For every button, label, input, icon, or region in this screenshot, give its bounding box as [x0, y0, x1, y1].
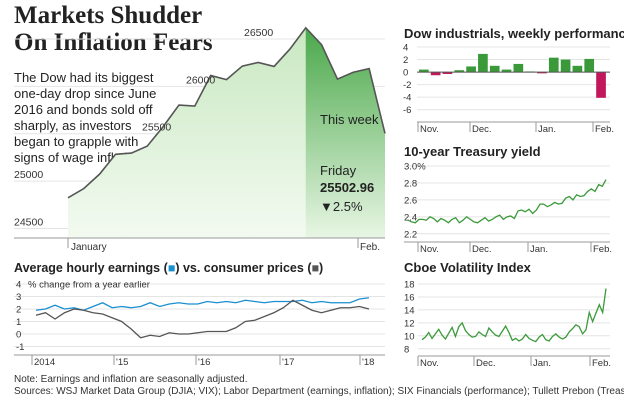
x-tick-label: '15 — [116, 357, 128, 368]
y-tick-label: 2.8 — [404, 178, 417, 189]
y-tick-label: 3 — [16, 292, 21, 303]
x-tick-label: Dec. — [476, 358, 496, 369]
intro-text: The Dow had its biggest one-day drop sin… — [14, 70, 157, 165]
sources: Sources: WSJ Market Data Group (DJIA; VI… — [14, 386, 624, 397]
this-week-area — [305, 27, 385, 238]
series-line — [407, 179, 607, 224]
earnings-subtitle: % change from a year earlier — [28, 280, 150, 291]
x-tick-label: 2014 — [34, 357, 55, 368]
weekly-bar — [430, 72, 441, 76]
weekly-bar — [466, 66, 476, 73]
y-tick-label: 12 — [404, 318, 415, 329]
x-tick-label: Jan. — [530, 244, 548, 255]
y-tick-label: 2.2 — [404, 229, 417, 240]
dow-daily-chart: 24500 25000 25500 26000 26500 January Feb. Th… — [14, 26, 386, 253]
x-tick-label: '16 — [198, 357, 210, 368]
y-tick-label: 0 — [403, 68, 408, 79]
weekly-bar — [548, 57, 559, 73]
blue-legend-marker: ■ — [168, 261, 176, 275]
gray-legend-marker: ■ — [311, 261, 319, 275]
this-week-label: This week — [320, 112, 379, 127]
main-y-tick-label: 25000 — [14, 169, 43, 181]
main-y-tick-label: 25500 — [142, 122, 171, 134]
earnings-line — [35, 297, 370, 311]
weekly-bar — [442, 72, 453, 74]
headline-line-2: On Inflation Fears — [14, 29, 213, 56]
headline: Markets Shudder On Inflation Fears — [14, 2, 254, 56]
y-tick-label: 3.0% — [404, 162, 426, 173]
x-tick-label: Nov. — [420, 358, 439, 369]
x-tick-label: Jan. — [538, 124, 556, 135]
vix-title: Cboe Volatility Index — [404, 260, 532, 275]
dow-weekly-chart: -6-4 -20 24 Nov. Dec. Jan. Feb. — [403, 43, 614, 136]
x-tick-label: Dec. — [472, 124, 492, 135]
y-tick-label: 16 — [404, 292, 415, 303]
y-tick-label: 2.6 — [404, 195, 417, 206]
x-tick-label: Nov. — [420, 124, 439, 135]
main-x-tick-label: January — [71, 242, 107, 253]
friday-value: 25502.96 — [320, 180, 374, 195]
friday-change: ▼2.5% — [320, 199, 363, 214]
weekly-bar — [537, 72, 547, 74]
y-tick-label: 2 — [16, 305, 21, 316]
y-tick-label: -2 — [403, 80, 411, 91]
weekly-bar — [489, 65, 500, 73]
treasury-title: 10-year Treasury yield — [404, 144, 541, 159]
y-tick-label: -4 — [403, 93, 411, 104]
y-tick-label: 4 — [403, 43, 408, 54]
earnings-title: Average hourly earnings (■) vs. consumer… — [14, 261, 323, 275]
x-tick-label: '17 — [282, 357, 294, 368]
y-tick-label: 8 — [404, 344, 409, 355]
main-y-tick-label: 24500 — [14, 217, 43, 229]
weekly-bar — [596, 72, 606, 98]
y-tick-label: 10 — [404, 331, 415, 342]
main-x-tick-label: Feb. — [360, 242, 380, 253]
main-y-tick-label: 26000 — [186, 74, 215, 86]
y-tick-label: 4 — [16, 280, 21, 291]
y-tick-label: 2 — [403, 55, 408, 66]
series-line — [421, 288, 607, 343]
y-tick-label: 18 — [404, 280, 415, 291]
x-tick-label: Feb. — [592, 358, 611, 369]
weekly-bar — [572, 65, 583, 73]
y-tick-label: 2.4 — [404, 212, 417, 223]
weekly-bar — [584, 58, 595, 73]
x-tick-label: Jan. — [533, 358, 551, 369]
x-tick-label: Feb. — [595, 124, 614, 135]
x-tick-label: Nov. — [420, 244, 439, 255]
weekly-bar — [513, 63, 524, 73]
y-tick-label: -1 — [16, 342, 24, 353]
weekly-bar — [454, 70, 465, 73]
y-tick-label: 14 — [404, 305, 415, 316]
x-tick-label: Feb. — [593, 244, 612, 255]
weekly-bar — [501, 69, 512, 73]
y-tick-label: -6 — [403, 105, 411, 116]
weekly-title: Dow industrials, weekly performance — [404, 26, 624, 41]
main-y-tick-label: 26500 — [244, 27, 273, 39]
weekly-bar — [560, 59, 571, 73]
weekly-bar — [478, 53, 488, 73]
friday-label: Friday — [320, 163, 357, 178]
y-tick-label: 0 — [16, 330, 21, 341]
y-tick-label: 1 — [16, 317, 21, 328]
earnings-chart: 43 21 0-1 % change from a year earlier 2014 '… — [14, 280, 385, 368]
x-tick-label: Dec. — [472, 244, 492, 255]
weekly-bar — [419, 69, 429, 73]
headline-line-1: Markets Shudder — [14, 2, 203, 29]
prices-line — [35, 299, 370, 339]
dow-line — [67, 26, 386, 199]
footnote: Note: Earnings and inflation are seasona… — [14, 374, 248, 385]
x-tick-label: '18 — [362, 357, 374, 368]
